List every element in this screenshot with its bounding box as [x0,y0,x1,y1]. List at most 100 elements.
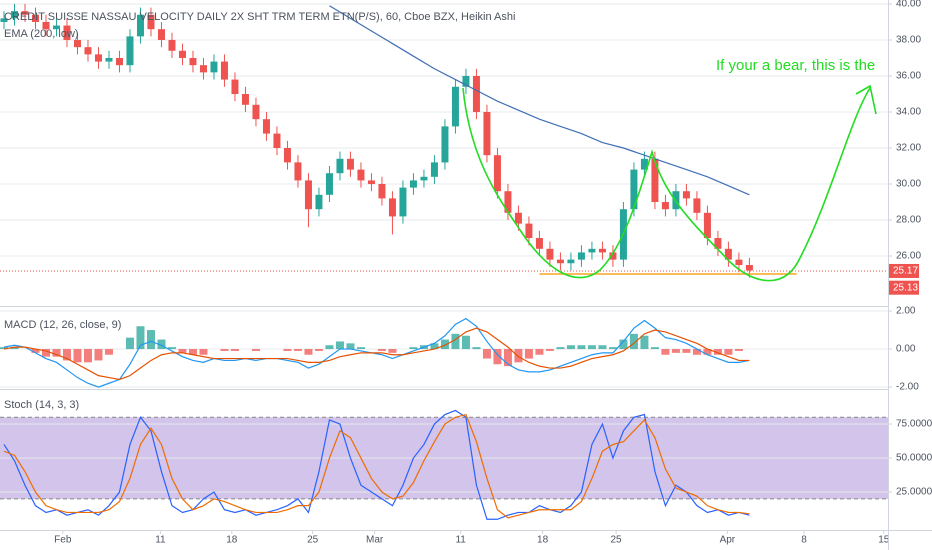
candle-body [126,36,134,66]
macd-histogram-bar [0,347,8,350]
macd-histogram-bar [692,349,701,355]
macd-histogram-bar [608,347,617,350]
macd-histogram-bar [346,343,355,350]
candle-body [577,252,585,260]
macd-histogram-bar [514,349,523,363]
candle-body [514,212,522,224]
candle-body [682,191,690,199]
macd-histogram-bar [146,330,155,350]
macd-histogram-bar [409,347,418,350]
candle-body [262,119,270,134]
macd-histogram-bar [157,339,166,350]
x-tick-label: 11 [455,535,466,546]
macd-histogram-bar [734,349,743,351]
candle-body [451,86,459,127]
hand-drawn-curve [462,84,877,282]
macd-histogram-bar [73,349,82,363]
macd-histogram-bar [335,341,344,350]
macd-histogram-bar [388,349,397,353]
candle-body [168,39,176,51]
y-tick-label: 2.00 [896,306,916,317]
candle-body [241,93,249,105]
candle-body [252,104,260,120]
macd-histogram-bar [220,349,229,351]
macd-histogram-bar [650,347,659,350]
x-tick-label: 25 [611,535,623,546]
macd-histogram-bar [713,349,722,355]
candle-body [294,162,302,181]
candle-body [703,212,711,239]
candle-body [409,180,417,188]
macd-histogram-bar [199,349,208,355]
macd-histogram-bar [325,345,334,350]
y-tick-label: 75.0000 [896,419,932,430]
macd-histogram-bar [293,349,302,351]
macd-histogram-bar [440,339,449,350]
x-tick-label: Apr [720,535,736,546]
macd-histogram-bar [167,347,176,350]
macd-histogram-bar [556,347,565,350]
candle-body [94,54,102,62]
candle-body [105,57,113,62]
price-badge-label: 25.13 [893,282,918,293]
candle-body [378,184,386,199]
candle-body [189,57,197,66]
macd-histogram-bar [188,349,197,355]
stoch-d-line [3,413,750,519]
candle-body [651,158,659,203]
candle-body [346,158,354,170]
macd-histogram-bar [724,349,733,355]
y-tick-label: 30.00 [896,179,921,190]
candle-body [588,248,596,253]
macd-histogram-bar [524,349,533,359]
candle-body [472,75,480,112]
macd-histogram-bar [619,339,628,350]
candle-body [283,147,291,163]
candle-body [157,29,165,40]
y-tick-label: 38.00 [896,35,921,46]
candle-body [231,79,239,94]
y-tick-label: 34.00 [896,107,921,118]
macd-histogram-bar [461,335,470,350]
candle-body [315,194,323,210]
macd-histogram-bar [587,345,596,350]
macd-histogram-bar [566,345,575,350]
candle-body [73,39,81,48]
macd-histogram-bar [94,349,103,361]
macd-histogram-bar [31,349,40,353]
x-tick-label: 11 [155,535,166,546]
macd-histogram-bar [356,347,365,350]
annotation: If your a bear, this is the [716,57,875,74]
macd-histogram-bar [62,349,71,361]
macd-histogram-bar [52,349,61,357]
candle-body [420,176,428,181]
macd-histogram-bar [661,349,670,355]
price-badge-label: 25.17 [893,266,918,277]
candle-body [735,259,743,266]
macd-histogram-bar [577,345,586,350]
x-tick-label: 25 [307,535,319,546]
y-tick-label: 0.00 [896,344,916,355]
candle-body [430,162,438,177]
candle-body [136,14,144,37]
macd-histogram-bar [535,349,544,355]
macd-histogram-bar [314,349,323,351]
ema-line [329,5,750,196]
macd-histogram-bar [451,333,460,350]
stoch-k-line [3,409,750,520]
macd-histogram-bar [503,349,512,367]
candle-body [441,126,449,163]
x-tick-label: 18 [226,535,238,546]
macd-histogram-bar [136,326,145,350]
macd-histogram-bar [682,349,691,353]
y-tick-label: 36.00 [896,71,921,82]
macd-histogram-bar [283,349,292,351]
candle-body [42,21,50,30]
y-tick-label: 26.00 [896,251,921,262]
candle-body [661,202,669,210]
candle-body [567,259,575,264]
candle-body [504,191,512,213]
candle-body [0,18,8,22]
